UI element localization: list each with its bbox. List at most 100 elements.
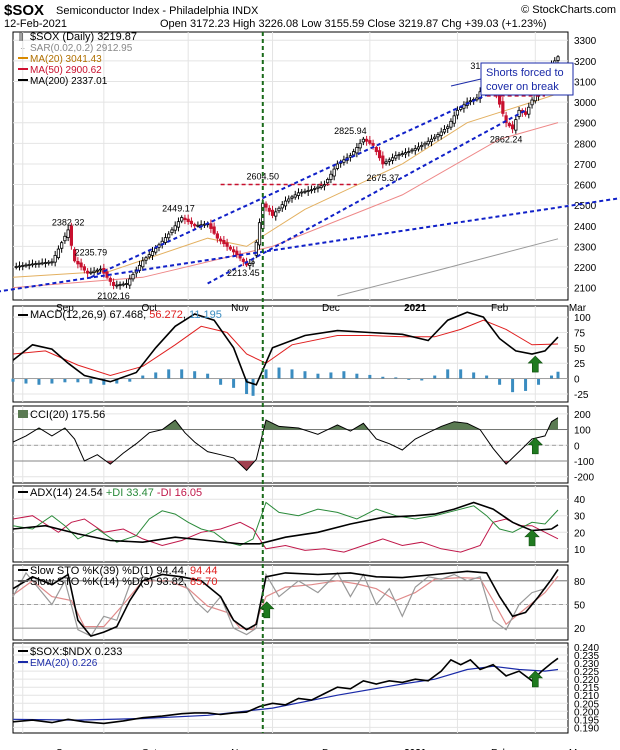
candle-body bbox=[173, 225, 177, 231]
candle-body bbox=[507, 122, 511, 127]
macd-hist-bar bbox=[420, 378, 424, 381]
adx-line bbox=[12, 501, 559, 545]
xtick-label: 2021 bbox=[404, 748, 427, 750]
candle-body bbox=[225, 242, 229, 247]
candle-body bbox=[371, 143, 375, 146]
candle-body bbox=[111, 281, 116, 286]
candle-body bbox=[283, 200, 288, 207]
candle-body bbox=[290, 196, 294, 199]
candle-body bbox=[235, 250, 239, 256]
candle-body bbox=[254, 241, 258, 256]
cci-panel bbox=[12, 417, 568, 472]
callout-box bbox=[480, 62, 574, 96]
legend-ma20: MA(20) 3041.43 bbox=[30, 54, 102, 65]
frame-sto bbox=[12, 564, 569, 641]
candles bbox=[14, 55, 560, 290]
candle-body bbox=[410, 149, 414, 152]
ratio-panel bbox=[12, 657, 559, 725]
candle-body bbox=[21, 265, 25, 267]
candle-body bbox=[387, 159, 391, 162]
candle-body bbox=[56, 248, 61, 259]
candle-body bbox=[510, 124, 515, 130]
legend-swatch-cci bbox=[18, 410, 28, 418]
candle-body bbox=[319, 185, 323, 188]
candle-body bbox=[300, 191, 304, 194]
candle-body bbox=[455, 109, 460, 116]
candle-body bbox=[332, 168, 336, 177]
legend-cci: CCI(20) 175.56 bbox=[30, 409, 105, 421]
adx-panel bbox=[12, 501, 559, 553]
price-label: 2213.45 bbox=[227, 268, 260, 278]
macd-hist-bar bbox=[277, 367, 281, 379]
price-legend: $SOX (Daily) 3219.87 SAR(0.02,0.2) 2912.… bbox=[18, 31, 137, 87]
macd-hist-bar bbox=[180, 369, 184, 379]
price-label: 2604.50 bbox=[247, 172, 280, 182]
candle-body bbox=[377, 150, 382, 159]
candle-body bbox=[27, 264, 31, 266]
axis-labels: 2100220023002400250026002700280029003000… bbox=[56, 36, 599, 750]
ytick-cci: 0 bbox=[574, 441, 580, 452]
candle-body bbox=[365, 138, 369, 142]
candle-body bbox=[24, 264, 28, 267]
ytick-macd: 0 bbox=[574, 375, 580, 386]
candle-body bbox=[556, 56, 560, 61]
ytick-ratio: 0.225 bbox=[574, 667, 599, 678]
legend-ratio: $SOX:$NDX 0.233 bbox=[30, 646, 122, 658]
ytick-ratio: 0.220 bbox=[574, 675, 599, 686]
candle-body bbox=[183, 217, 187, 220]
candle-body bbox=[358, 142, 362, 149]
ohlc-readout: Open 3172.23 High 3226.08 Low 3155.59 Cl… bbox=[160, 18, 547, 30]
ytick-macd: 50 bbox=[574, 344, 586, 355]
legend-swatch-adx bbox=[18, 491, 28, 493]
candle-body bbox=[79, 262, 83, 268]
price-label: 2862.24 bbox=[490, 134, 523, 144]
ytick-price: 2200 bbox=[574, 263, 597, 274]
legend-macd-label: MACD(12,26,9) 67.468, 56.272, 11.195 bbox=[30, 309, 222, 321]
ytick-price: 2900 bbox=[574, 119, 597, 130]
xtick-label: Mar bbox=[569, 748, 587, 750]
macd-hist-bar bbox=[167, 369, 171, 379]
candle-body bbox=[326, 178, 330, 184]
price-label: 2675.37 bbox=[367, 173, 400, 183]
ytick-ratio: 0.240 bbox=[574, 643, 599, 654]
candle-body bbox=[264, 203, 268, 208]
ytick-ratio: 0.195 bbox=[574, 715, 599, 726]
ytick-cci: -200 bbox=[574, 473, 594, 484]
price-label: 2825.94 bbox=[334, 126, 367, 136]
macd-up-arrow-icon bbox=[527, 355, 544, 373]
macd-hist-bar bbox=[264, 369, 268, 379]
macd-hist-bar bbox=[329, 372, 333, 379]
candle-body bbox=[270, 209, 275, 216]
candle-body bbox=[361, 138, 365, 143]
ytick-price: 2700 bbox=[574, 160, 597, 171]
candle-body bbox=[504, 115, 508, 124]
ytick-price: 3100 bbox=[574, 77, 597, 88]
macd-hist-bar bbox=[141, 375, 145, 379]
legend-swatch-sto39 bbox=[18, 569, 28, 571]
trendline-1 bbox=[90, 90, 494, 279]
macd-hist-bar bbox=[433, 375, 437, 379]
frame-cci bbox=[12, 405, 569, 484]
callout-pointer bbox=[450, 78, 482, 87]
candle-body bbox=[335, 163, 340, 169]
candle-body bbox=[241, 258, 245, 262]
candle-body bbox=[73, 249, 77, 262]
macd-hist-bar bbox=[511, 378, 515, 393]
macd-hist-bar bbox=[11, 378, 15, 382]
candle-body bbox=[209, 223, 213, 229]
macd-hist-bar bbox=[556, 371, 560, 379]
macd-hist-bar bbox=[154, 372, 158, 379]
candle-body bbox=[384, 161, 388, 164]
candle-body bbox=[222, 240, 226, 245]
ytick-price: 2500 bbox=[574, 201, 597, 212]
candle-body bbox=[381, 155, 385, 165]
macd-hist-bar bbox=[76, 378, 80, 383]
adx-up-arrow-icon bbox=[524, 529, 540, 547]
trendline-2 bbox=[207, 109, 527, 285]
candle-body bbox=[274, 211, 278, 217]
candle-body bbox=[355, 147, 359, 154]
xtick-label: Oct bbox=[141, 748, 157, 750]
ytick-macd: 75 bbox=[574, 328, 586, 339]
xtick-label: Sep bbox=[56, 748, 74, 750]
candle-body bbox=[176, 221, 181, 228]
